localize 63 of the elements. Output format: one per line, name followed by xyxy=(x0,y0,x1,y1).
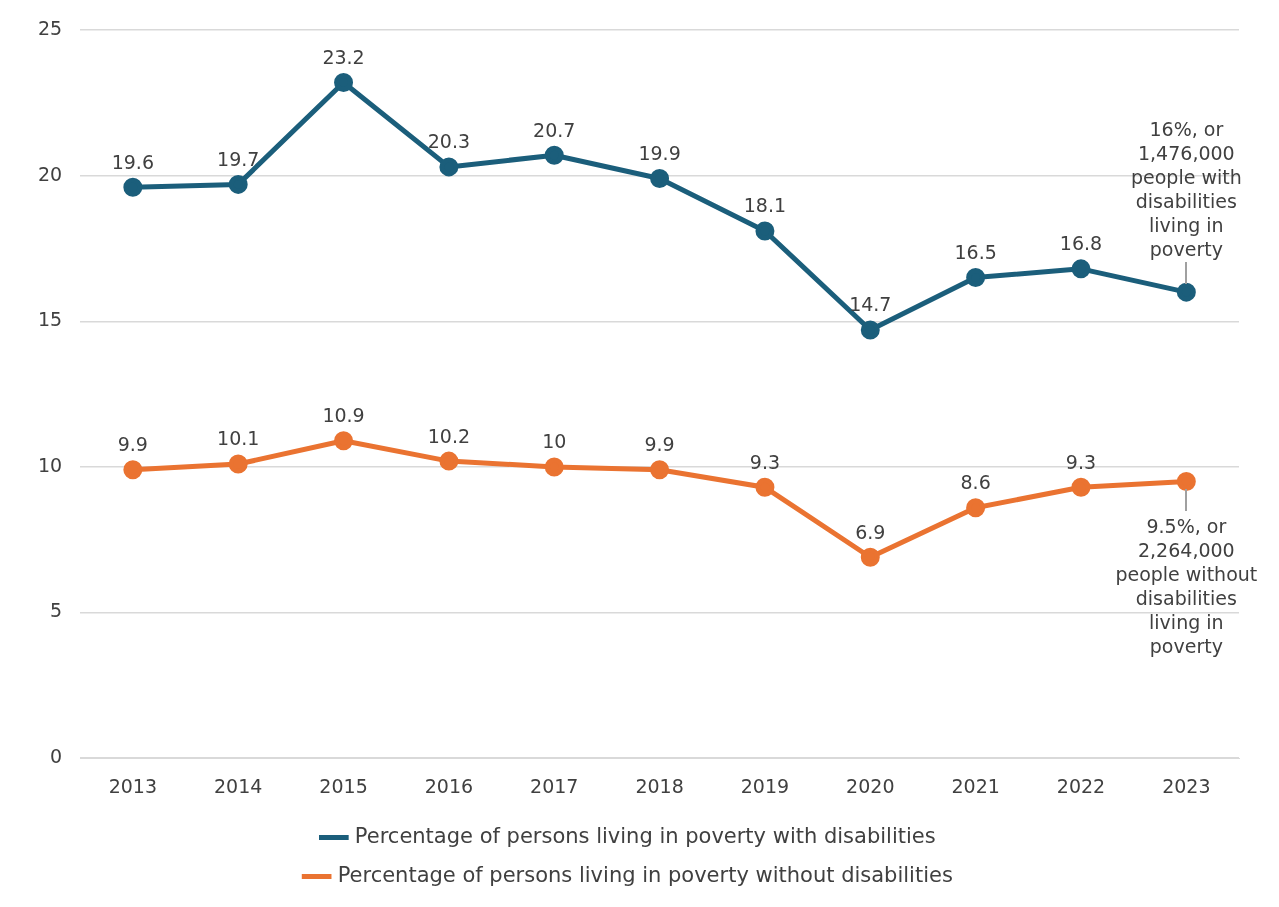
point xyxy=(755,221,775,241)
y-tick-label: 5 xyxy=(50,599,63,622)
data-label: 9.3 xyxy=(749,450,781,473)
legend-label: Percentage of persons living in poverty with disabilities xyxy=(354,823,936,848)
data-label: 14.7 xyxy=(849,293,892,316)
point xyxy=(544,145,564,165)
data-label: 19.7 xyxy=(217,147,260,170)
point xyxy=(650,169,670,189)
point xyxy=(439,157,459,177)
point xyxy=(334,431,354,451)
x-tick-label: 2018 xyxy=(635,774,684,797)
annotation: 16%, or 1,476,000 people with disabilities living in poverty xyxy=(1130,118,1242,261)
point xyxy=(860,547,880,567)
x-tick-label: 2022 xyxy=(1056,774,1106,797)
data-label: 20.7 xyxy=(533,118,576,141)
x-tick-label: 2019 xyxy=(740,774,790,797)
data-label: 9.3 xyxy=(1065,450,1097,473)
point xyxy=(123,177,143,197)
point xyxy=(966,268,986,288)
data-label: 16.8 xyxy=(1059,232,1103,255)
data-label: 20.3 xyxy=(427,130,471,153)
data-label: 8.6 xyxy=(960,471,991,494)
point xyxy=(123,460,143,480)
point xyxy=(1176,282,1196,302)
x-tick-label: 2017 xyxy=(530,774,579,797)
point xyxy=(228,454,248,474)
data-label: 10 xyxy=(542,430,567,453)
data-label: 19.9 xyxy=(638,141,681,164)
data-label: 16.5 xyxy=(954,241,997,264)
point xyxy=(1071,477,1091,497)
legend-label: Percentage of persons living in poverty without disabilities xyxy=(337,862,953,887)
point xyxy=(1071,259,1091,279)
data-label: 10.1 xyxy=(217,427,260,450)
point xyxy=(544,457,564,477)
point xyxy=(334,72,354,92)
y-tick-label: 15 xyxy=(37,308,63,331)
data-label: 19.6 xyxy=(111,150,155,173)
data-label: 6.9 xyxy=(855,520,886,543)
x-tick-label: 2021 xyxy=(951,774,1000,797)
point xyxy=(228,174,248,194)
data-label: 18.1 xyxy=(743,194,787,217)
x-tick-label: 2015 xyxy=(319,774,368,797)
point xyxy=(860,320,880,340)
point xyxy=(439,451,459,471)
data-label: 23.2 xyxy=(322,45,365,68)
data-label: 9.9 xyxy=(117,433,148,456)
point xyxy=(1176,471,1196,491)
x-tick-label: 2013 xyxy=(108,774,158,797)
x-tick-label: 2023 xyxy=(1162,774,1211,797)
y-tick-label: 10 xyxy=(37,453,63,476)
point xyxy=(755,477,775,497)
data-label: 10.9 xyxy=(322,404,365,427)
y-tick-label: 25 xyxy=(37,16,63,39)
point xyxy=(650,460,670,480)
x-tick-label: 2014 xyxy=(214,774,263,797)
annotation: 9.5%, or 2,264,000 people without disabilities living in poverty xyxy=(1115,515,1258,658)
y-tick-label: 20 xyxy=(37,162,63,185)
point xyxy=(966,498,986,518)
data-label: 9.9 xyxy=(644,433,675,456)
x-tick-label: 2016 xyxy=(424,774,474,797)
data-label: 10.2 xyxy=(427,424,471,447)
x-tick-label: 2020 xyxy=(846,774,895,797)
y-tick-label: 0 xyxy=(50,745,63,768)
